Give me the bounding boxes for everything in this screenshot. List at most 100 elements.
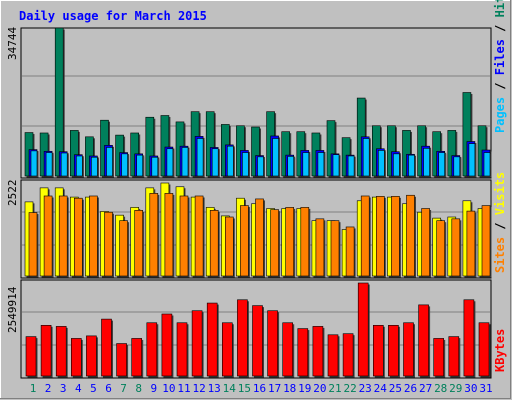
pages-bar: [106, 147, 113, 177]
legend-separator: /: [493, 215, 507, 237]
sites-bar: [360, 195, 370, 277]
pages-bar: [408, 154, 415, 177]
pages-bar: [151, 156, 159, 177]
x-axis-tick-label: 19: [298, 382, 311, 395]
panel-visits-sites: 2522 Sites / Visits: [6, 172, 507, 279]
sites-bar: [209, 210, 219, 277]
sites-bar: [134, 210, 143, 277]
legend-pages: Pages: [493, 97, 507, 133]
hits-legend: Pages / Files / Hits: [493, 0, 507, 133]
pages-bar: [136, 154, 143, 177]
kbytes-bar: [433, 338, 445, 377]
x-axis-tick-label: 23: [359, 382, 372, 395]
kbytes-legend: KBytes: [493, 329, 507, 372]
pages-bar: [60, 152, 68, 177]
x-axis-tick-label: 15: [238, 382, 251, 395]
legend-sites: Sites: [493, 237, 507, 273]
pages-bar: [347, 155, 355, 177]
x-axis-tick-label: 25: [389, 382, 402, 395]
x-axis-tick-label: 18: [283, 382, 296, 395]
legend-separator: /: [493, 75, 507, 97]
x-axis-tick-label: 14: [223, 382, 237, 395]
x-axis-tick-label: 11: [177, 382, 190, 395]
pages-bar: [332, 154, 340, 177]
sites-bar: [270, 209, 279, 277]
kbytes-bar: [146, 322, 158, 377]
pages-bar: [362, 138, 370, 177]
kbytes-bar: [297, 328, 309, 377]
sites-bar: [300, 207, 310, 277]
sites-bar: [315, 218, 325, 277]
sites-bar: [74, 197, 83, 277]
kbytes-bar: [237, 299, 248, 377]
x-axis-tick-label: 28: [434, 382, 447, 395]
pages-bar: [181, 147, 189, 177]
x-axis-tick-label: 31: [479, 382, 492, 395]
kbytes-max-label: 2549914: [6, 286, 19, 333]
pages-bar: [76, 155, 83, 177]
x-axis-tick-label: 4: [75, 382, 82, 395]
legend-files: Files: [493, 39, 507, 75]
pages-bar: [483, 152, 491, 177]
x-axis-labels: 1 2 3 4 5 6 7 8 9 10 11 12 13 14 15 16 17 18 19 20 21 22 23 24 2…: [30, 382, 493, 395]
sites-bar: [285, 207, 295, 277]
kbytes-bar: [176, 322, 188, 377]
kbytes-bar: [282, 322, 294, 377]
x-axis-tick-label: 12: [192, 382, 205, 395]
kbytes-bar: [55, 326, 67, 377]
kbytes-bar: [388, 325, 399, 377]
sites-bar: [89, 195, 98, 277]
chart-title: Daily usage for March 2015: [19, 9, 207, 23]
pages-bar: [468, 143, 476, 177]
sites-bar: [345, 226, 355, 277]
x-axis-tick-label: 22: [343, 382, 356, 395]
x-axis-tick-label: 30: [464, 382, 477, 395]
x-axis-tick-label: 16: [253, 382, 266, 395]
visits-max-label: 2522: [6, 180, 19, 207]
pages-bar: [121, 153, 128, 177]
x-axis-tick-label: 2: [45, 382, 52, 395]
x-axis-tick-label: 26: [404, 382, 417, 395]
sites-bar: [149, 193, 159, 277]
sites-bar: [119, 220, 128, 277]
sites-bar: [28, 212, 38, 277]
pages-bar: [227, 145, 234, 177]
pages-bar: [377, 150, 385, 177]
panel-hits-files-pages: 34744 Pages / Files / Hits: [6, 0, 507, 179]
kbytes-bar: [161, 313, 173, 377]
kbytes-bar: [403, 322, 414, 377]
kbytes-bar: [372, 325, 384, 377]
sites-bar: [58, 195, 68, 277]
kbytes-bar: [448, 336, 460, 377]
visits-sites-bars: [24, 182, 492, 278]
sites-bar: [179, 195, 189, 277]
sites-bar: [466, 210, 476, 277]
kbytes-bar: [252, 305, 263, 377]
sites-bar: [164, 193, 174, 277]
pages-bar: [423, 148, 430, 177]
hits-max-label: 34744: [6, 27, 19, 60]
pages-bar: [45, 152, 53, 177]
visits-legend: Sites / Visits: [493, 172, 507, 273]
pages-bar: [91, 156, 98, 177]
legend-kbytes: KBytes: [493, 329, 507, 372]
kbytes-bar: [71, 338, 82, 377]
pages-bar: [287, 156, 295, 177]
panel-kbytes: 2549914 KBytes: [6, 279, 507, 379]
pages-bar: [302, 152, 310, 177]
sites-bar: [421, 208, 430, 277]
kbytes-bar: [418, 304, 429, 377]
x-axis-tick-label: 6: [105, 382, 112, 395]
kbytes-bar: [222, 322, 233, 377]
pages-bar: [272, 138, 279, 177]
pages-bar: [393, 153, 400, 177]
kbytes-bar: [478, 322, 490, 377]
pages-bar: [211, 148, 219, 177]
sites-bar: [391, 196, 400, 277]
hits-files-pages-bars: [24, 27, 492, 178]
sites-bar: [255, 198, 264, 277]
sites-bar: [240, 205, 249, 277]
x-axis-tick-label: 20: [313, 382, 326, 395]
sites-bar: [406, 194, 415, 277]
kbytes-bar: [312, 326, 324, 377]
